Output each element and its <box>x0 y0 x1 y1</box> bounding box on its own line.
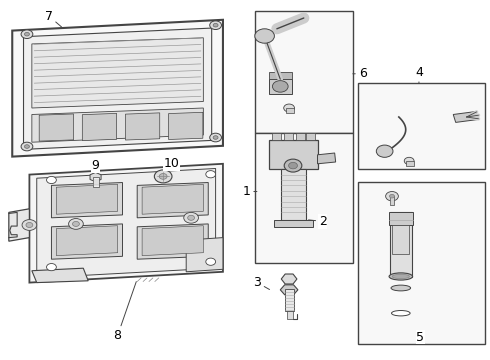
Text: 2: 2 <box>309 215 327 228</box>
Circle shape <box>47 264 56 271</box>
Circle shape <box>47 176 56 184</box>
Polygon shape <box>39 114 74 141</box>
Circle shape <box>69 219 83 229</box>
Polygon shape <box>56 226 118 256</box>
Polygon shape <box>169 112 203 140</box>
Polygon shape <box>274 220 313 227</box>
Bar <box>296 133 305 140</box>
Circle shape <box>21 30 33 39</box>
Ellipse shape <box>392 274 410 279</box>
Circle shape <box>284 159 302 172</box>
Polygon shape <box>82 113 117 140</box>
Bar <box>272 133 281 140</box>
Circle shape <box>188 215 195 220</box>
Polygon shape <box>280 285 298 295</box>
Bar <box>285 289 294 311</box>
Text: 5: 5 <box>416 331 424 344</box>
Circle shape <box>184 212 198 223</box>
Text: 7: 7 <box>45 10 62 27</box>
Text: 3: 3 <box>253 276 270 289</box>
Bar <box>286 108 294 113</box>
Circle shape <box>159 174 167 179</box>
Circle shape <box>390 194 394 198</box>
Polygon shape <box>389 212 413 225</box>
Polygon shape <box>90 172 101 182</box>
Text: 8: 8 <box>114 282 136 342</box>
Polygon shape <box>9 209 29 241</box>
Circle shape <box>272 81 288 92</box>
Circle shape <box>73 221 79 226</box>
Polygon shape <box>281 274 297 284</box>
Polygon shape <box>269 140 318 169</box>
Circle shape <box>24 145 29 148</box>
Bar <box>255 11 353 133</box>
Bar <box>255 133 353 263</box>
Polygon shape <box>24 28 212 149</box>
Bar <box>93 177 99 187</box>
Circle shape <box>213 136 218 139</box>
Circle shape <box>376 145 393 157</box>
Polygon shape <box>32 38 203 108</box>
Bar <box>284 133 293 140</box>
Text: 4: 4 <box>415 66 423 83</box>
Circle shape <box>21 142 33 151</box>
Polygon shape <box>142 226 203 256</box>
Circle shape <box>210 133 221 142</box>
Polygon shape <box>453 112 478 122</box>
Text: 6: 6 <box>353 67 367 80</box>
Circle shape <box>386 192 398 201</box>
Polygon shape <box>318 153 336 164</box>
Polygon shape <box>269 79 292 94</box>
Bar <box>281 169 306 220</box>
Polygon shape <box>142 184 203 214</box>
Ellipse shape <box>392 310 410 316</box>
Polygon shape <box>32 108 203 142</box>
Bar <box>392 225 409 254</box>
Circle shape <box>255 29 274 43</box>
Polygon shape <box>32 268 88 283</box>
Ellipse shape <box>389 273 413 280</box>
Bar <box>358 182 485 344</box>
Circle shape <box>22 220 37 230</box>
Polygon shape <box>137 224 208 259</box>
Text: 10: 10 <box>164 157 179 170</box>
Polygon shape <box>56 184 118 214</box>
Polygon shape <box>29 164 223 283</box>
Circle shape <box>210 21 221 30</box>
Circle shape <box>206 171 216 178</box>
Text: 9: 9 <box>92 159 99 172</box>
Polygon shape <box>37 168 216 278</box>
Circle shape <box>24 32 29 36</box>
Text: 1: 1 <box>243 185 257 198</box>
Polygon shape <box>186 238 223 272</box>
Bar <box>406 161 414 166</box>
Circle shape <box>284 104 294 112</box>
Bar <box>358 83 485 169</box>
Circle shape <box>154 170 172 183</box>
Circle shape <box>213 23 218 27</box>
Polygon shape <box>137 183 208 218</box>
Circle shape <box>206 258 216 265</box>
Bar <box>390 196 394 205</box>
Circle shape <box>404 157 414 165</box>
Polygon shape <box>51 183 122 218</box>
Polygon shape <box>12 20 223 157</box>
Polygon shape <box>269 72 292 79</box>
Polygon shape <box>51 224 122 259</box>
Bar <box>390 212 412 277</box>
Polygon shape <box>125 113 160 140</box>
Circle shape <box>26 222 33 228</box>
Bar <box>306 133 315 140</box>
Circle shape <box>289 162 297 169</box>
Bar <box>287 311 293 319</box>
Ellipse shape <box>391 285 411 291</box>
